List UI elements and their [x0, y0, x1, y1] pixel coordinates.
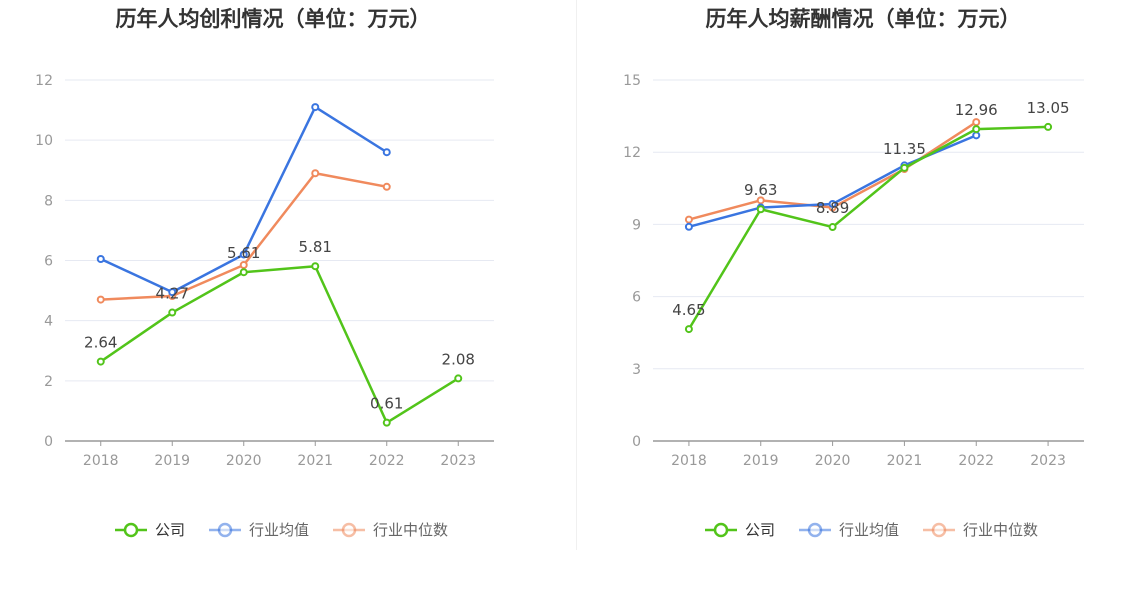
data-point-industry_avg[interactable]: [382, 148, 391, 157]
data-point-industry_avg[interactable]: [168, 288, 177, 297]
y-tick-label: 0: [632, 434, 641, 450]
legend-label: 行业中位数: [373, 521, 448, 539]
y-tick-label: 12: [623, 145, 641, 161]
data-label: 11.35: [883, 140, 926, 158]
series-line-industry_median: [100, 172, 387, 301]
data-point-industry_avg[interactable]: [239, 250, 248, 259]
data-point-industry_median[interactable]: [756, 196, 765, 205]
legend-item-company[interactable]: 公司: [115, 521, 185, 539]
chart-2: 历年人均薪酬情况（单位：万元） 0 3 6 9 12 15 2018 2019 2020 2021 2…: [623, 7, 1084, 539]
legend-label: 行业均值: [839, 521, 899, 539]
data-point-industry_median[interactable]: [684, 215, 693, 224]
data-point-company[interactable]: [454, 374, 463, 383]
data-label: 0.61: [370, 395, 403, 413]
data-point-industry_avg[interactable]: [972, 131, 981, 140]
x-tick-label: 2021: [887, 453, 923, 469]
legend-marker: [713, 522, 729, 538]
legend-marker: [341, 522, 357, 538]
y-tick-label: 2: [44, 374, 53, 390]
x-tick-label: 2023: [440, 453, 476, 469]
x-tick-label: 2022: [369, 453, 405, 469]
data-label: 9.63: [744, 181, 777, 199]
x-tick-label: 2020: [815, 453, 851, 469]
y-tick-label: 6: [44, 254, 53, 270]
data-point-industry_median[interactable]: [311, 169, 320, 178]
data-point-company[interactable]: [311, 262, 320, 271]
data-point-industry_avg[interactable]: [828, 199, 837, 208]
legend-marker: [217, 522, 233, 538]
x-tick-label: 2018: [671, 453, 707, 469]
y-tick-label: 9: [632, 217, 641, 233]
chart-divider: [576, 0, 577, 550]
x-tick-label: 2018: [83, 453, 119, 469]
data-point-industry_median[interactable]: [239, 261, 248, 270]
x-tick-label: 2020: [226, 453, 262, 469]
data-point-company[interactable]: [1044, 122, 1053, 131]
y-tick-label: 0: [44, 434, 53, 450]
x-tick-label: 2021: [297, 453, 333, 469]
y-tick-label: 4: [44, 314, 53, 330]
data-point-company[interactable]: [168, 308, 177, 317]
data-label: 4.27: [156, 285, 189, 303]
data-point-company[interactable]: [900, 163, 909, 172]
data-point-company[interactable]: [382, 418, 391, 427]
data-point-industry_avg[interactable]: [311, 103, 320, 112]
data-point-industry_median[interactable]: [382, 182, 391, 191]
x-tick-label: 2023: [1030, 453, 1066, 469]
y-tick-label: 10: [35, 133, 53, 149]
data-point-industry_avg[interactable]: [96, 254, 105, 263]
data-point-company[interactable]: [828, 223, 837, 232]
legend-marker: [123, 522, 139, 538]
data-label: 5.81: [299, 238, 332, 256]
legend-item-industry_median[interactable]: 行业中位数: [333, 521, 448, 539]
series-line-company: [687, 125, 1049, 330]
legend-item-industry_median[interactable]: 行业中位数: [923, 521, 1038, 539]
y-tick-label: 15: [623, 73, 641, 89]
data-label: 5.61: [227, 244, 260, 262]
data-label: 2.64: [84, 334, 117, 352]
x-tick-label: 2022: [958, 453, 994, 469]
data-point-company[interactable]: [239, 268, 248, 277]
data-label: 8.89: [816, 199, 849, 217]
legend-item-industry_avg[interactable]: 行业均值: [799, 521, 899, 539]
y-tick-label: 12: [35, 73, 53, 89]
y-tick-label: 3: [632, 362, 641, 378]
legend-marker: [931, 522, 947, 538]
legend-item-industry_avg[interactable]: 行业均值: [209, 521, 309, 539]
data-point-industry_median[interactable]: [96, 295, 105, 304]
data-point-company[interactable]: [756, 205, 765, 214]
y-tick-label: 8: [44, 193, 53, 209]
legend-label: 行业中位数: [963, 521, 1038, 539]
x-tick-label: 2019: [743, 453, 779, 469]
legend-label: 公司: [155, 521, 185, 539]
series-line-company: [100, 264, 459, 424]
data-point-industry_avg[interactable]: [684, 222, 693, 231]
legend-marker: [807, 522, 823, 538]
data-label: 2.08: [442, 350, 475, 368]
legend-item-company[interactable]: 公司: [705, 521, 775, 539]
data-label: 4.65: [672, 301, 705, 319]
data-point-company[interactable]: [96, 357, 105, 366]
chart-1: 历年人均创利情况（单位：万元） 0 2 4 6 8 10 12 2018 2019 2020 2021…: [35, 7, 494, 539]
data-label: 13.05: [1027, 99, 1070, 117]
y-tick-label: 6: [632, 290, 641, 306]
data-label: 12.96: [955, 101, 998, 119]
data-point-company[interactable]: [684, 325, 693, 334]
legend-label: 公司: [745, 521, 775, 539]
legend-label: 行业均值: [249, 521, 309, 539]
chart-title: 历年人均创利情况（单位：万元）: [116, 7, 431, 31]
chart-title: 历年人均薪酬情况（单位：万元）: [706, 7, 1021, 31]
data-point-industry_median[interactable]: [972, 118, 981, 127]
x-tick-label: 2019: [154, 453, 190, 469]
data-point-company[interactable]: [972, 125, 981, 134]
